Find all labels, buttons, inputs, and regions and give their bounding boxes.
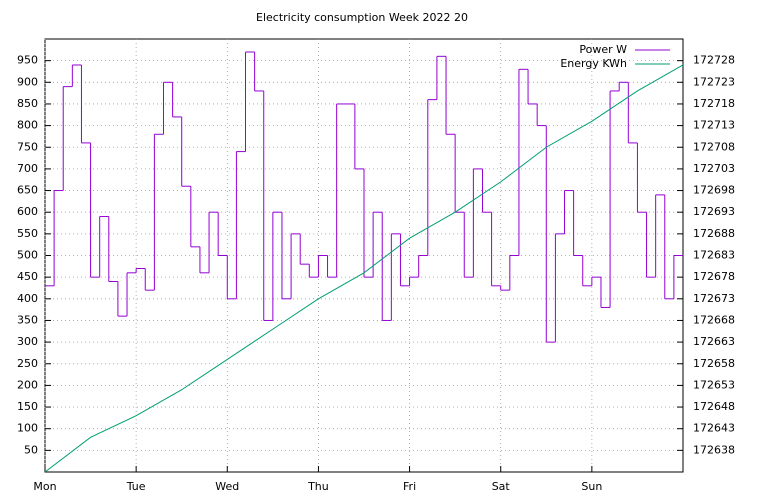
y-tick-label: 250 — [17, 357, 38, 370]
energy-line — [44, 64, 684, 473]
x-tick-label: Tue — [126, 480, 146, 493]
y-tick-label: 100 — [17, 422, 38, 435]
y-tick-label: 700 — [17, 162, 38, 175]
y2-tick-label: 172688 — [693, 227, 735, 240]
y2-tick-label: 172648 — [693, 400, 735, 413]
y-tick-label: 900 — [17, 75, 38, 88]
y-tick-label: 350 — [17, 313, 38, 326]
y2-tick-label: 172668 — [693, 313, 735, 326]
y2-tick-label: 172713 — [693, 119, 735, 132]
y-tick-label: 200 — [17, 378, 38, 391]
y2-tick-label: 172653 — [693, 378, 735, 391]
x-tick-label: Sun — [581, 480, 602, 493]
y2-tick-label: 172643 — [693, 422, 735, 435]
x-tick-label: Sat — [492, 480, 511, 493]
y2-tick-label: 172673 — [693, 292, 735, 305]
y-tick-label: 500 — [17, 249, 38, 262]
y-tick-label: 650 — [17, 184, 38, 197]
y-tick-label: 750 — [17, 140, 38, 153]
y2-tick-label: 172698 — [693, 184, 735, 197]
y2-tick-label: 172638 — [693, 443, 735, 456]
x-tick-label: Fri — [403, 480, 416, 493]
y-tick-label: 400 — [17, 292, 38, 305]
y2-tick-label: 172703 — [693, 162, 735, 175]
y-tick-label: 450 — [17, 270, 38, 283]
legend-label: Power W — [579, 43, 627, 56]
y2-tick-label: 172718 — [693, 97, 735, 110]
y2-tick-label: 172683 — [693, 249, 735, 262]
y2-tick-label: 172658 — [693, 357, 735, 370]
y-tick-label: 50 — [24, 443, 38, 456]
chart-title: Electricity consumption Week 2022 20 — [256, 11, 468, 24]
y2-tick-label: 172728 — [693, 54, 735, 67]
y-tick-label: 850 — [17, 97, 38, 110]
legend-label: Energy KWh — [560, 57, 627, 70]
y-tick-label: 550 — [17, 227, 38, 240]
y-tick-label: 150 — [17, 400, 38, 413]
y-tick-label: 600 — [17, 205, 38, 218]
y-tick-label: 300 — [17, 335, 38, 348]
x-tick-label: Wed — [215, 480, 239, 493]
y-tick-label: 800 — [17, 119, 38, 132]
y2-tick-label: 172663 — [693, 335, 735, 348]
y2-tick-label: 172708 — [693, 140, 735, 153]
x-tick-label: Thu — [307, 480, 329, 493]
y2-tick-label: 172723 — [693, 75, 735, 88]
y2-tick-label: 172678 — [693, 270, 735, 283]
y2-tick-label: 172693 — [693, 205, 735, 218]
y-tick-label: 950 — [17, 54, 38, 67]
x-tick-label: Mon — [33, 480, 56, 493]
